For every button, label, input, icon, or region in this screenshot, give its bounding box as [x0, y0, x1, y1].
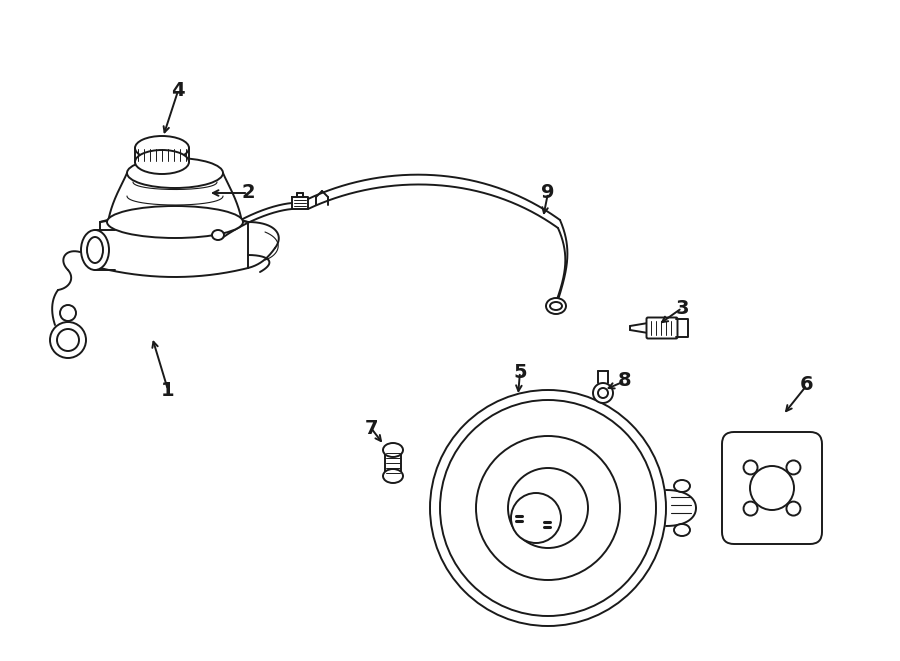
- Text: 9: 9: [541, 184, 554, 202]
- Text: 1: 1: [161, 381, 175, 399]
- Circle shape: [508, 468, 588, 548]
- Text: 3: 3: [675, 299, 688, 317]
- Ellipse shape: [674, 480, 690, 492]
- Ellipse shape: [383, 469, 403, 483]
- Circle shape: [476, 436, 620, 580]
- Ellipse shape: [135, 136, 189, 160]
- Text: 5: 5: [513, 362, 526, 381]
- Circle shape: [430, 390, 666, 626]
- Text: 7: 7: [364, 418, 378, 438]
- Ellipse shape: [87, 237, 103, 263]
- Ellipse shape: [674, 524, 690, 536]
- Ellipse shape: [511, 493, 561, 543]
- Circle shape: [750, 466, 794, 510]
- Ellipse shape: [81, 230, 109, 270]
- Circle shape: [787, 461, 800, 475]
- FancyBboxPatch shape: [385, 450, 401, 476]
- Text: 2: 2: [241, 184, 255, 202]
- Text: 6: 6: [800, 375, 814, 395]
- Circle shape: [598, 388, 608, 398]
- FancyBboxPatch shape: [646, 317, 678, 338]
- Ellipse shape: [546, 298, 566, 314]
- Ellipse shape: [383, 443, 403, 457]
- Circle shape: [440, 400, 656, 616]
- FancyBboxPatch shape: [722, 432, 822, 544]
- Ellipse shape: [127, 158, 223, 188]
- Ellipse shape: [135, 150, 189, 174]
- Circle shape: [743, 502, 758, 516]
- Circle shape: [787, 502, 800, 516]
- Circle shape: [60, 305, 76, 321]
- Text: 8: 8: [618, 371, 632, 391]
- Text: 4: 4: [171, 81, 184, 100]
- Circle shape: [57, 329, 79, 351]
- Circle shape: [743, 461, 758, 475]
- Ellipse shape: [550, 302, 562, 310]
- Ellipse shape: [212, 230, 224, 240]
- Ellipse shape: [107, 206, 243, 238]
- Circle shape: [593, 383, 613, 403]
- Circle shape: [50, 322, 86, 358]
